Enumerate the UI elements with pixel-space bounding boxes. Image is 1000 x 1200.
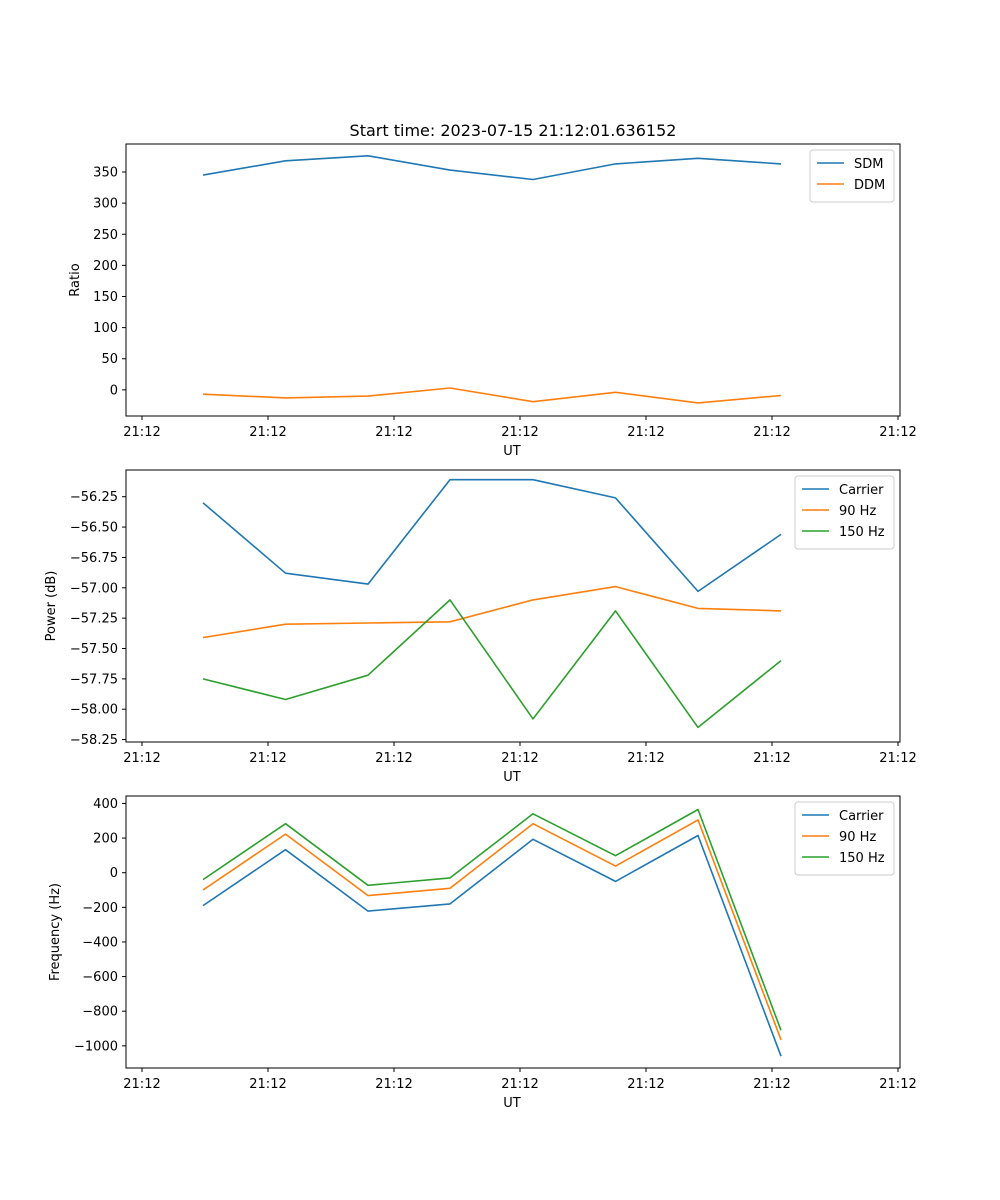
frequency-legend-label: Carrier	[839, 809, 884, 824]
frequency-y-tick-label: −400	[82, 935, 118, 950]
frequency-legend-label: 150 Hz	[839, 851, 885, 866]
ratio-panel: 21:12 21:12 21:12 21:12 21:12 21:12 21:12 UT 0 50…	[68, 143, 917, 459]
power-x-tick-label: 21:12	[753, 751, 790, 766]
ratio-series-line-ddm	[202, 387, 782, 404]
power-legend: Carrier 90 Hz 150 Hz	[794, 475, 895, 550]
frequency-y-tick-label: 0	[110, 866, 118, 881]
ratio-axes-frame	[125, 143, 901, 417]
power-y-tick-label: −56.25	[70, 490, 118, 505]
ratio-y-tick-label: 0	[110, 383, 118, 398]
frequency-axes-frame	[125, 795, 901, 1069]
power-x-tick-label: 21:12	[375, 751, 412, 766]
power-y-tick-label: −56.50	[70, 521, 118, 536]
ratio-y-tick-label: 200	[93, 259, 118, 274]
ratio-x-tick-label: 21:12	[627, 425, 664, 440]
power-series-line-carrier	[202, 478, 782, 593]
frequency-y-tick-label: −200	[82, 901, 118, 916]
frequency-panel: 21:12 21:12 21:12 21:12 21:12 21:12 21:12 UT −10…	[48, 795, 917, 1111]
ratio-y-tick-label: 300	[93, 197, 118, 212]
frequency-x-axis-label: UT	[503, 1096, 521, 1111]
ratio-x-axis-label: UT	[503, 444, 521, 459]
frequency-x-tick-label: 21:12	[627, 1077, 664, 1092]
power-legend-label: 90 Hz	[839, 504, 876, 519]
frequency-x-tick-label: 21:12	[753, 1077, 790, 1092]
frequency-y-axis-label: Frequency (Hz)	[48, 883, 63, 981]
frequency-y-tick-label: 400	[93, 797, 118, 812]
ratio-y-tick-label: 350	[93, 166, 118, 181]
frequency-x-tick-label: 21:12	[375, 1077, 412, 1092]
power-x-tick-label: 21:12	[627, 751, 664, 766]
ratio-x-tick-label: 21:12	[123, 425, 160, 440]
ratio-y-axis-label: Ratio	[68, 263, 83, 296]
ratio-x-tick-label: 21:12	[879, 425, 916, 440]
frequency-legend-label: 90 Hz	[839, 830, 876, 845]
ratio-x-tick-label: 21:12	[375, 425, 412, 440]
power-x-axis-label: UT	[503, 770, 521, 785]
power-series-line-150-hz	[202, 599, 782, 729]
power-y-tick-label: −57.00	[70, 581, 118, 596]
power-axes-frame	[125, 469, 901, 743]
power-y-tick-label: −57.50	[70, 642, 118, 657]
ratio-x-tick-label: 21:12	[501, 425, 538, 440]
ratio-x-tick-label: 21:12	[249, 425, 286, 440]
frequency-x-tick-label: 21:12	[501, 1077, 538, 1092]
power-legend-label: Carrier	[839, 483, 884, 498]
power-y-tick-label: −57.25	[70, 612, 118, 627]
ratio-x-tick-label: 21:12	[753, 425, 790, 440]
power-x-tick-label: 21:12	[501, 751, 538, 766]
power-y-axis-label: Power (dB)	[44, 571, 59, 642]
ratio-legend-label: DDM	[854, 178, 885, 193]
power-x-tick-label: 21:12	[879, 751, 916, 766]
power-x-tick-label: 21:12	[123, 751, 160, 766]
power-y-tick-label: −58.00	[70, 703, 118, 718]
ratio-legend-label: SDM	[854, 157, 883, 172]
frequency-x-tick-label: 21:12	[879, 1077, 916, 1092]
ratio-legend: SDM DDM	[809, 149, 895, 203]
ratio-y-tick-label: 250	[93, 228, 118, 243]
ratio-y-tick-label: 100	[93, 321, 118, 336]
power-y-tick-label: −57.75	[70, 672, 118, 687]
power-panel: 21:12 21:12 21:12 21:12 21:12 21:12 21:12 UT −58…	[44, 469, 917, 785]
power-y-tick-label: −56.75	[70, 551, 118, 566]
power-series-line-90-hz	[202, 585, 782, 639]
frequency-y-tick-label: −600	[82, 970, 118, 985]
ratio-y-tick-label: 150	[93, 290, 118, 305]
frequency-legend: Carrier 90 Hz 150 Hz	[794, 801, 895, 876]
frequency-series-line-90-hz	[202, 819, 782, 1041]
frequency-y-tick-label: 200	[93, 832, 118, 847]
ratio-series-line-sdm	[202, 155, 782, 181]
frequency-x-tick-label: 21:12	[123, 1077, 160, 1092]
frequency-y-tick-label: −1000	[74, 1039, 118, 1054]
frequency-series-line-150-hz	[202, 808, 782, 1031]
power-y-tick-label: −58.25	[70, 733, 118, 748]
frequency-series-line-carrier	[202, 834, 782, 1057]
power-x-tick-label: 21:12	[249, 751, 286, 766]
chart-title: Start time: 2023-07-15 21:12:01.636152	[350, 121, 677, 140]
frequency-x-tick-label: 21:12	[249, 1077, 286, 1092]
frequency-y-tick-label: −800	[82, 1005, 118, 1020]
ratio-y-tick-label: 50	[101, 352, 118, 367]
power-legend-label: 150 Hz	[839, 525, 885, 540]
